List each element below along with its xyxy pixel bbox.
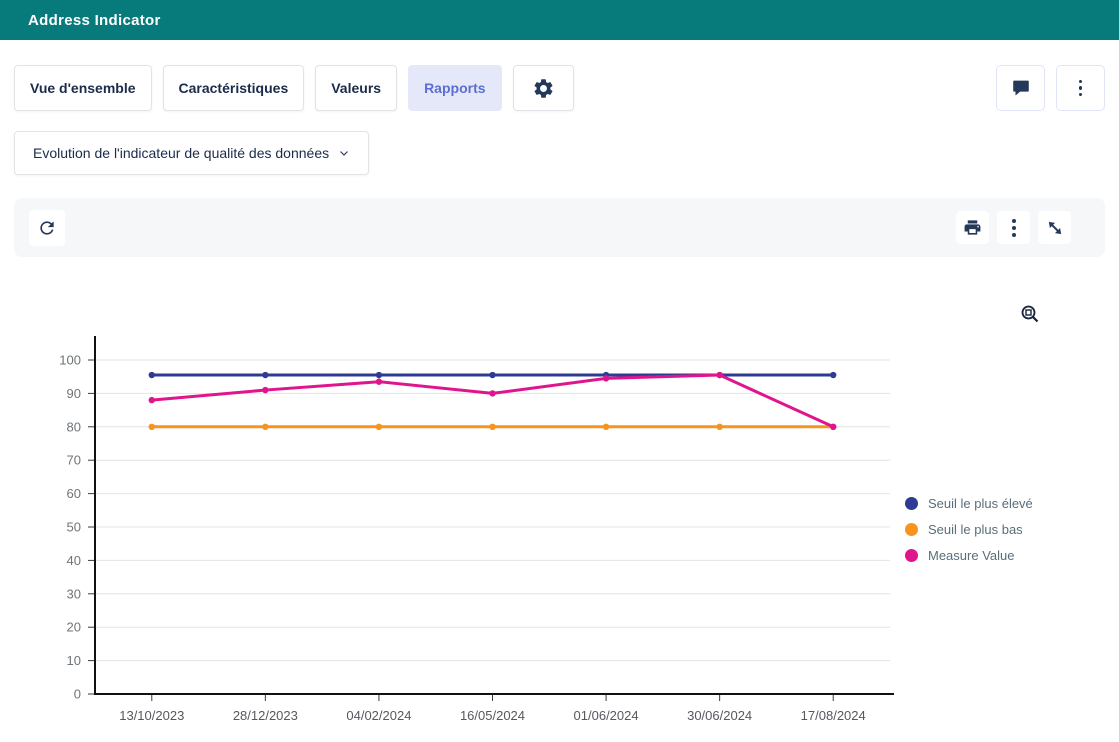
data-point [716, 423, 723, 430]
data-point [489, 390, 496, 397]
data-point [262, 371, 269, 379]
legend-label: Measure Value [928, 548, 1015, 563]
x-tick-label: 04/02/2024 [346, 708, 411, 723]
refresh-icon [40, 220, 54, 235]
y-tick-label: 100 [59, 353, 81, 368]
app-header: Address Indicator [0, 0, 1119, 40]
x-tick-label: 13/10/2023 [119, 708, 184, 723]
data-point [148, 423, 155, 430]
chevron-down-icon [340, 151, 349, 156]
y-tick-label: 70 [67, 453, 81, 468]
kebab-menu-icon [1078, 79, 1083, 97]
comment-icon [1012, 80, 1029, 96]
tab-bar: Vue d'ensemble Caractéristiques Valeurs Rap… [14, 65, 502, 111]
legend-item-measure-value[interactable]: Measure Value [905, 548, 1033, 563]
report-selector-row: Evolution de l'indicateur de qualité des… [14, 131, 1105, 175]
report-selector[interactable]: Evolution de l'indicateur de qualité des… [14, 131, 370, 175]
data-point [148, 396, 155, 404]
legend-dot [905, 523, 918, 536]
data-point [262, 423, 269, 430]
fullscreen-button[interactable] [1038, 211, 1071, 244]
tab-vue-d-ensemble[interactable]: Vue d'ensemble [14, 65, 152, 111]
legend-dot [905, 549, 918, 562]
data-point [148, 371, 155, 379]
data-point [262, 386, 269, 394]
data-point [602, 375, 610, 382]
x-tick-label: 16/05/2024 [460, 708, 525, 723]
legend-item-seuil-le-plus-eleve[interactable]: Seuil le plus élevé [905, 496, 1033, 511]
chart-zoom-tool[interactable] [1020, 304, 1040, 327]
settings-button[interactable] [512, 65, 574, 111]
chart-legend: Seuil le plus élevé Seuil le plus bas Meas… [905, 496, 1033, 563]
y-tick-label: 60 [67, 486, 81, 501]
series-line-measure-value [151, 373, 834, 429]
legend-label: Seuil le plus bas [928, 522, 1023, 537]
print-icon [964, 220, 981, 235]
y-tick-label: 20 [67, 620, 81, 635]
y-tick-label: 10 [67, 653, 81, 668]
chart-toolbar-right [956, 211, 1089, 244]
chart-menu-button[interactable] [997, 211, 1030, 244]
data-point [375, 371, 383, 379]
data-point [489, 371, 496, 379]
x-tick-label: 30/06/2024 [687, 708, 752, 723]
data-point [375, 423, 383, 430]
print-button[interactable] [956, 211, 989, 244]
y-tick-label: 40 [67, 553, 81, 568]
nav-row: Vue d'ensemble Caractéristiques Valeurs Rap… [14, 65, 1105, 111]
data-point [716, 371, 723, 379]
x-tick-label: 28/12/2023 [233, 708, 298, 723]
y-tick-label: 80 [67, 419, 81, 434]
more-options-button[interactable] [1056, 65, 1105, 111]
y-tick-label: 0 [74, 687, 81, 702]
chart-toolbar [14, 198, 1105, 257]
comment-button[interactable] [996, 65, 1045, 111]
data-point [602, 423, 610, 430]
legend-label: Seuil le plus élevé [928, 496, 1033, 511]
y-tick-label: 50 [67, 520, 81, 535]
gear-icon [534, 78, 552, 98]
line-chart: 0 10 20 30 40 50 60 70 80 90 100 13/10/2023 28/12/20… [59, 336, 894, 723]
x-tick-label: 17/08/2024 [801, 708, 866, 723]
x-tick-label: 01/06/2024 [574, 708, 639, 723]
refresh-button[interactable] [29, 209, 65, 246]
legend-item-seuil-le-plus-bas[interactable]: Seuil le plus bas [905, 522, 1033, 537]
kebab-menu-icon [1011, 218, 1016, 237]
zoom-selection-icon [1021, 305, 1039, 323]
tab-rapports[interactable]: Rapports [408, 65, 502, 111]
tab-caracteristiques[interactable]: Caractéristiques [162, 65, 305, 111]
tab-valeurs[interactable]: Valeurs [315, 65, 398, 111]
expand-icon [1048, 221, 1061, 234]
legend-dot [905, 497, 918, 510]
chart-area: 0 10 20 30 40 50 60 70 80 90 100 13/10/2023 28/12/20… [0, 279, 1119, 741]
data-point [830, 371, 837, 379]
data-point [375, 378, 383, 385]
y-tick-label: 30 [67, 586, 81, 601]
data-point [489, 423, 496, 430]
report-selector-label: Evolution de l'indicateur de qualité des… [33, 145, 330, 161]
page-title: Address Indicator [28, 11, 161, 29]
y-tick-label: 90 [67, 386, 81, 401]
data-point [830, 423, 837, 430]
